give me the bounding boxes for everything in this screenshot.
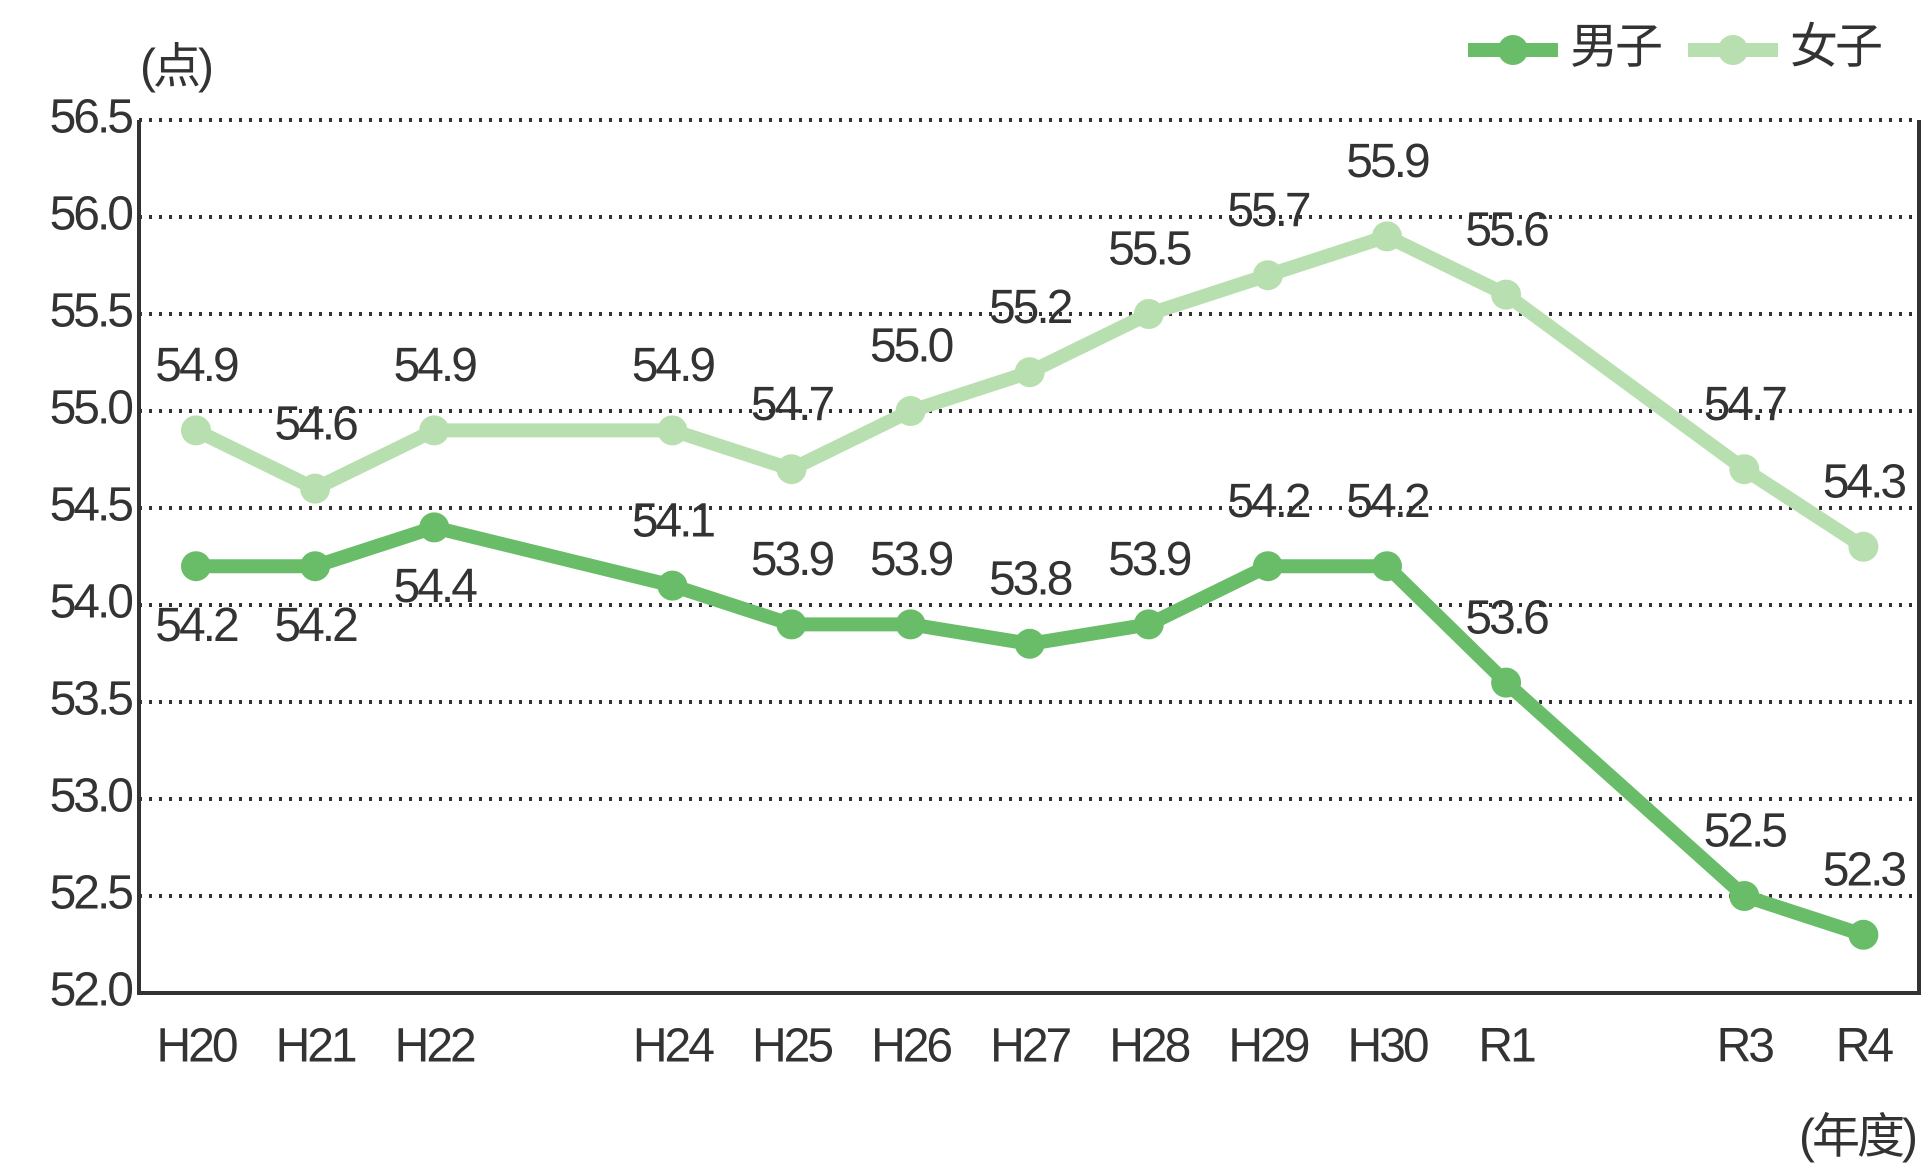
x-tick-label: R3 <box>1717 1020 1774 1073</box>
point-marker <box>1133 609 1164 640</box>
x-tick-label: H25 <box>752 1020 832 1073</box>
x-tick-label: H26 <box>871 1020 951 1073</box>
data-label: 54.7 <box>751 378 834 431</box>
point-marker <box>1729 881 1760 911</box>
series-line <box>670 559 1511 688</box>
series-line <box>1740 463 1868 553</box>
data-label: 53.9 <box>1108 533 1191 586</box>
data-label: 53.9 <box>870 533 953 586</box>
point-marker <box>895 609 926 640</box>
series-line-bridge <box>1501 677 1749 902</box>
y-tick-label: 55.0 <box>50 382 133 435</box>
series-line <box>670 229 1510 477</box>
y-tick-label: 52.5 <box>50 867 133 920</box>
data-label: 55.6 <box>1465 203 1548 256</box>
y-tick-label: 56.0 <box>50 188 133 241</box>
point-marker <box>776 609 807 640</box>
series-line-bridge <box>1501 288 1749 475</box>
y-tick-label: 53.5 <box>50 673 133 726</box>
point-marker <box>1133 299 1164 329</box>
data-label: 54.9 <box>632 339 715 392</box>
data-label: 52.3 <box>1823 843 1906 896</box>
y-tick-label: 52.0 <box>50 964 133 1017</box>
x-tick-label: R4 <box>1836 1020 1894 1073</box>
data-label: 53.8 <box>989 552 1072 605</box>
point-marker <box>1252 260 1283 291</box>
data-label: 54.4 <box>393 560 477 613</box>
point-marker <box>1372 221 1402 252</box>
y-unit: (点) <box>140 41 212 94</box>
data-label: 55.9 <box>1346 135 1429 188</box>
x-tick-label: H28 <box>1109 1020 1189 1073</box>
data-label: 54.3 <box>1823 455 1906 508</box>
x-tick-label: H22 <box>395 1020 475 1073</box>
point-marker <box>1014 628 1045 659</box>
point-marker <box>1729 454 1760 485</box>
series-line <box>1742 889 1866 942</box>
data-label: 54.2 <box>155 599 238 652</box>
data-label: 54.2 <box>1227 475 1310 528</box>
point-marker <box>1014 357 1045 388</box>
point-marker <box>300 551 331 582</box>
point-marker <box>657 570 688 601</box>
legend-label: 男子 <box>1570 21 1661 74</box>
point-marker <box>300 473 331 504</box>
point-marker <box>1252 551 1283 582</box>
data-label: 54.9 <box>155 339 238 392</box>
x-tick-label: H21 <box>276 1020 356 1073</box>
point-marker <box>181 415 211 446</box>
x-tick-label: H30 <box>1347 1020 1427 1073</box>
x-tick-label: H24 <box>633 1020 714 1073</box>
point-marker <box>1491 279 1522 310</box>
legend-label: 女子 <box>1790 21 1881 74</box>
data-label: 54.7 <box>1704 378 1787 431</box>
point-marker <box>1848 531 1879 562</box>
y-tick-label: 53.0 <box>50 770 133 823</box>
point-marker <box>895 396 926 426</box>
y-tick-label: 54.5 <box>50 479 133 532</box>
point-marker <box>657 415 688 446</box>
y-tick-label: 55.5 <box>50 285 133 338</box>
point-marker <box>776 454 807 485</box>
y-tick-label: 54.0 <box>50 576 133 629</box>
data-label: 55.0 <box>870 320 953 373</box>
point-marker <box>1848 919 1879 950</box>
x-tick-label: H20 <box>156 1020 236 1073</box>
point-marker <box>1372 551 1402 582</box>
series-line-bridge <box>432 520 675 593</box>
data-label: 54.6 <box>274 397 357 450</box>
data-label: 55.5 <box>1108 223 1191 276</box>
data-label: 54.1 <box>632 494 715 547</box>
plot-frame <box>137 120 1921 995</box>
point-marker <box>419 512 450 543</box>
data-label: 55.7 <box>1227 184 1310 237</box>
legend-marker <box>1718 35 1748 65</box>
point-marker <box>181 551 211 582</box>
y-tick-label: 56.5 <box>50 91 133 144</box>
data-label: 55.2 <box>989 281 1072 334</box>
data-label: 53.6 <box>1465 591 1548 644</box>
data-label: 54.2 <box>1346 475 1429 528</box>
point-marker <box>1491 667 1522 698</box>
data-label: 52.5 <box>1704 805 1787 858</box>
point-marker <box>419 415 450 446</box>
data-label: 54.2 <box>274 599 357 652</box>
x-tick-label: H29 <box>1228 1020 1308 1073</box>
data-label: 53.9 <box>751 533 834 586</box>
x-tick-label: R1 <box>1478 1020 1535 1073</box>
data-label: 54.9 <box>393 339 476 392</box>
legend-marker <box>1498 35 1528 65</box>
x-unit: (年度) <box>1799 1111 1916 1164</box>
x-tick-label: H27 <box>990 1020 1070 1073</box>
